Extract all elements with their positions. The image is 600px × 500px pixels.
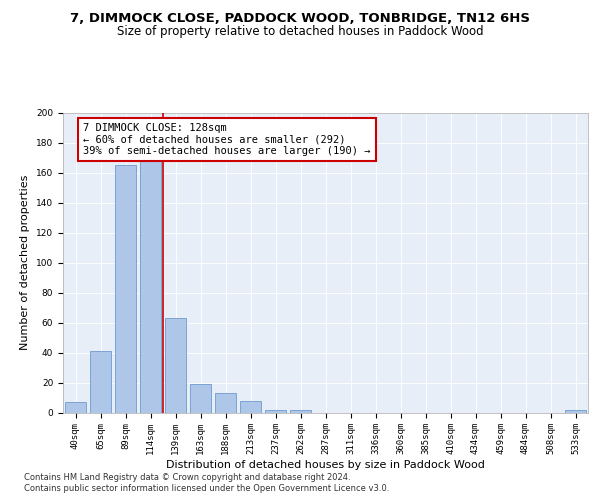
Bar bbox=[215, 393, 236, 412]
Bar bbox=[140, 160, 161, 412]
Bar bbox=[190, 384, 211, 412]
Bar bbox=[115, 165, 136, 412]
Bar bbox=[165, 318, 186, 412]
X-axis label: Distribution of detached houses by size in Paddock Wood: Distribution of detached houses by size … bbox=[166, 460, 485, 470]
Text: 7 DIMMOCK CLOSE: 128sqm
← 60% of detached houses are smaller (292)
39% of semi-d: 7 DIMMOCK CLOSE: 128sqm ← 60% of detache… bbox=[83, 123, 371, 156]
Y-axis label: Number of detached properties: Number of detached properties bbox=[20, 175, 31, 350]
Text: 7, DIMMOCK CLOSE, PADDOCK WOOD, TONBRIDGE, TN12 6HS: 7, DIMMOCK CLOSE, PADDOCK WOOD, TONBRIDG… bbox=[70, 12, 530, 26]
Bar bbox=[240, 400, 261, 412]
Bar bbox=[265, 410, 286, 412]
Text: Contains HM Land Registry data © Crown copyright and database right 2024.: Contains HM Land Registry data © Crown c… bbox=[24, 472, 350, 482]
Bar bbox=[65, 402, 86, 412]
Bar bbox=[290, 410, 311, 412]
Bar bbox=[90, 351, 111, 412]
Text: Contains public sector information licensed under the Open Government Licence v3: Contains public sector information licen… bbox=[24, 484, 389, 493]
Bar bbox=[565, 410, 586, 412]
Text: Size of property relative to detached houses in Paddock Wood: Size of property relative to detached ho… bbox=[116, 25, 484, 38]
